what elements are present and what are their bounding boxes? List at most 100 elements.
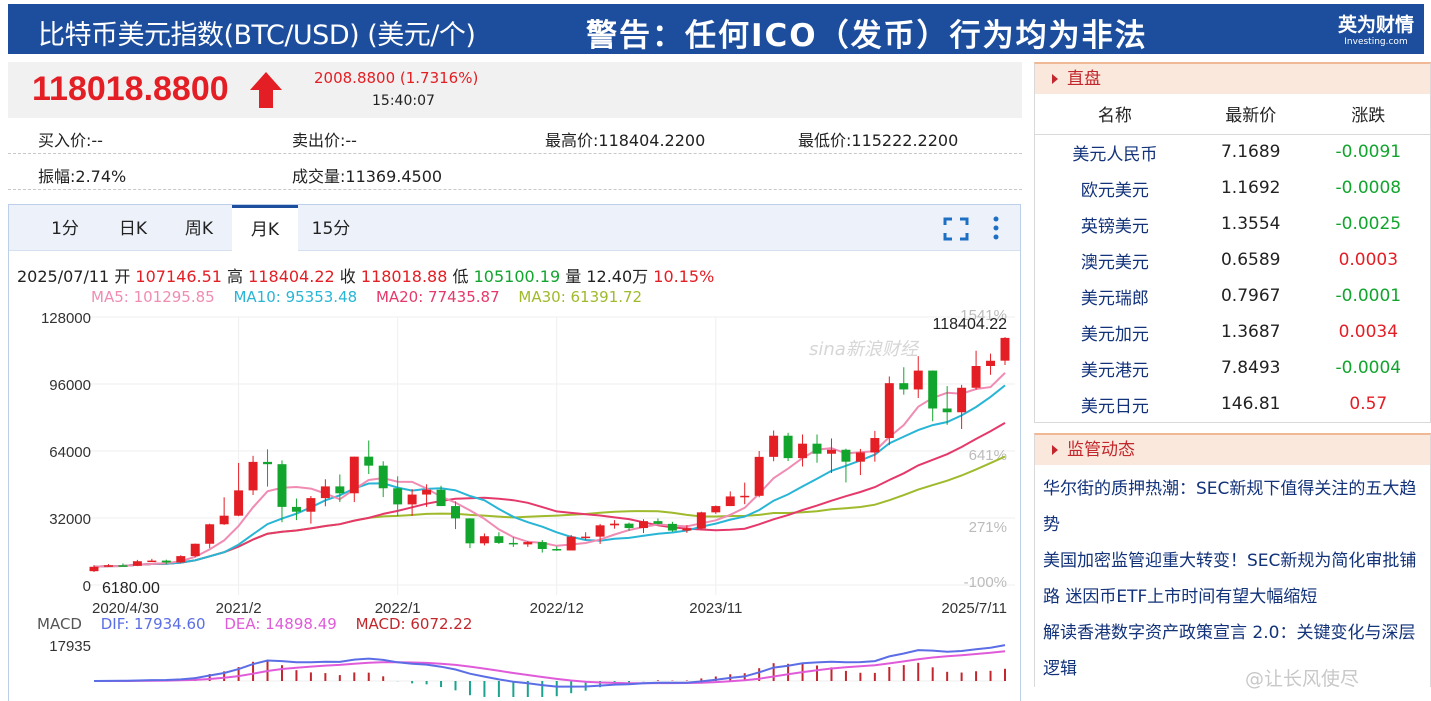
- fx-price: 1.3554: [1220, 214, 1281, 234]
- candle-body: [899, 383, 909, 390]
- candle-body: [205, 524, 215, 544]
- fx-name: 美元人民币: [1072, 144, 1158, 165]
- fx-table: 名称 最新价 涨跌 美元人民币 7.1689 -0.0091 欧元美元 1.1692 -0…: [1035, 94, 1430, 422]
- fx-row[interactable]: 美元日元 146.81 0.57: [1035, 386, 1430, 422]
- y-tick-label: 64000: [49, 444, 91, 461]
- candle-body: [393, 488, 403, 505]
- candle-body: [277, 464, 287, 507]
- fx-row[interactable]: 美元加元 1.3687 0.0034: [1035, 314, 1430, 350]
- candle-body: [783, 435, 793, 459]
- fx-name: 美元日元: [1080, 396, 1149, 417]
- ohlc-volume: 12.40万: [586, 267, 649, 286]
- quote-time: 15:40:07: [372, 93, 435, 109]
- candle-body: [451, 506, 460, 519]
- tab-weekly[interactable]: 周K: [184, 219, 214, 239]
- candle-body: [349, 456, 359, 494]
- y-tick-label: 32000: [49, 511, 91, 528]
- candle-body: [219, 515, 229, 525]
- news-panel: 监管动态 华尔街的质押热潮：SEC新规下值得关注的五大趋势 美国加密监管迎重大转…: [1034, 433, 1431, 687]
- fx-row[interactable]: 美元港元 7.8493 -0.0004: [1035, 350, 1430, 386]
- y-tick-label: 96000: [49, 377, 91, 394]
- news-item[interactable]: 解读香港数字资产政策宣言 2.0：关键变化与深层逻辑: [1043, 623, 1416, 679]
- candle-body: [479, 536, 489, 544]
- candle-body: [957, 387, 967, 413]
- candlestick-chart: 128000 96000 64000 32000 0 1541% 641% 271% -100%…: [41, 307, 1015, 697]
- ohlc-high-label: 高: [227, 267, 244, 286]
- news-panel-header[interactable]: 监管动态: [1035, 435, 1430, 465]
- fx-price: 1.3687: [1220, 322, 1281, 342]
- fx-row[interactable]: 美元人民币 7.1689 -0.0091: [1035, 134, 1430, 170]
- news-list: 华尔街的质押热潮：SEC新规下值得关注的五大趋势 美国加密监管迎重大转变！SEC…: [1035, 465, 1430, 687]
- price-change: 2008.8800 (1.7316%): [314, 69, 479, 87]
- fx-table-body: 美元人民币 7.1689 -0.0091 欧元美元 1.1692 -0.0008 英镑美元 1…: [1035, 134, 1430, 422]
- author-watermark: @让长风使尽: [1245, 668, 1360, 690]
- ma20-value: MA20: 77435.87: [375, 288, 500, 306]
- fullscreen-icon[interactable]: [943, 217, 969, 241]
- volume: 成交量:11369.4500: [292, 167, 443, 186]
- triangle-icon: [1052, 445, 1058, 455]
- fx-row[interactable]: 澳元美元 0.6589 0.0003: [1035, 242, 1430, 278]
- news-item[interactable]: 美国加密监管迎重大转变！SEC新规为简化审批铺路 迷因币ETF上市时间有望大幅缩…: [1043, 551, 1417, 607]
- candle-body: [306, 498, 316, 512]
- candle-body: [711, 506, 721, 513]
- fx-change: -0.0091: [1335, 142, 1402, 163]
- fx-price: 1.1692: [1220, 178, 1281, 198]
- x-tick-label: 2021/2: [216, 600, 262, 617]
- candle-body: [161, 560, 171, 563]
- high-price: 最高价:118404.2200: [545, 131, 706, 150]
- fx-row[interactable]: 欧元美元 1.1692 -0.0008: [1035, 170, 1430, 206]
- ohlc-high: 118404.22: [248, 267, 335, 286]
- candle-body: [248, 461, 258, 491]
- candle-body: [812, 443, 822, 454]
- more-menu-icon[interactable]: [991, 215, 1001, 241]
- fx-name: 澳元美元: [1080, 252, 1149, 273]
- ma10-line: [93, 384, 1006, 568]
- news-item[interactable]: 华尔街的质押热潮：SEC新规下值得关注的五大趋势: [1043, 479, 1417, 535]
- tab-15min[interactable]: 15分: [311, 219, 351, 239]
- ohlc-readout: 2025/07/11 开 107146.51 高 118404.22 收 118…: [17, 263, 714, 287]
- pct-tick-label: 271%: [969, 519, 1007, 536]
- candle-body: [971, 365, 981, 388]
- x-tick-label: 2023/11: [689, 600, 742, 617]
- dif-value: DIF: 17934.60: [100, 615, 206, 633]
- candle-body: [913, 370, 923, 390]
- candle-body: [103, 565, 113, 567]
- candle-body: [798, 443, 808, 459]
- candle-body: [841, 449, 851, 462]
- ma10-value: MA10: 95353.48: [233, 288, 358, 306]
- fx-row[interactable]: 英镑美元 1.3554 -0.0025: [1035, 206, 1430, 242]
- candle-body: [537, 542, 547, 549]
- current-price: 118018.8800: [32, 70, 229, 108]
- investing-logo[interactable]: 英为财情 Investing.com: [1338, 10, 1414, 47]
- x-tick-label: 2022/1: [375, 600, 421, 617]
- dea-value: DEA: 14898.49: [224, 615, 337, 633]
- ma5-value: MA5: 101295.85: [91, 288, 215, 306]
- bid-price: 买入价:--: [38, 131, 103, 150]
- candle-body: [624, 523, 634, 529]
- tab-monthly[interactable]: 月K: [232, 205, 298, 252]
- fx-name: 美元瑞郎: [1080, 288, 1149, 309]
- y-tick-label: 0: [83, 578, 91, 595]
- candle-body: [494, 536, 504, 543]
- max-price-label: 118404.22: [933, 316, 1008, 333]
- stats-row-1: 买入价:-- 卖出价:-- 最高价:118404.2200 最低价:115222…: [8, 120, 1022, 154]
- macd-value: MACD: 6072.22: [355, 615, 473, 633]
- candle-body: [89, 566, 99, 572]
- quote-panel: 118018.8800 2008.8800 (1.7316%) 15:40:07: [8, 62, 1022, 118]
- tab-1min[interactable]: 1分: [51, 219, 79, 239]
- candle-body: [754, 456, 764, 496]
- market-panel-header[interactable]: 直盘: [1035, 64, 1430, 94]
- tab-daily[interactable]: 日K: [118, 219, 148, 239]
- kline-chart-panel: 1分 日K 周K 月K 15分 128000 96000 64000 32000 0 15…: [8, 204, 1021, 701]
- candle-body: [942, 408, 952, 413]
- candle-body: [769, 435, 779, 457]
- market-panel-title: 直盘: [1067, 69, 1101, 89]
- amplitude: 振幅:2.74%: [38, 167, 127, 186]
- page-title: 比特币美元指数(BTC/USD) (美元/个): [38, 20, 476, 51]
- fx-change: 0.0003: [1338, 250, 1399, 270]
- pct-tick-label: 641%: [969, 447, 1007, 464]
- x-tick-label: 2025/7/11: [941, 600, 1007, 617]
- candle-body: [986, 360, 996, 366]
- fx-row[interactable]: 美元瑞郎 0.7967 -0.0001: [1035, 278, 1430, 314]
- sina-watermark: sina新浪财经: [809, 339, 920, 360]
